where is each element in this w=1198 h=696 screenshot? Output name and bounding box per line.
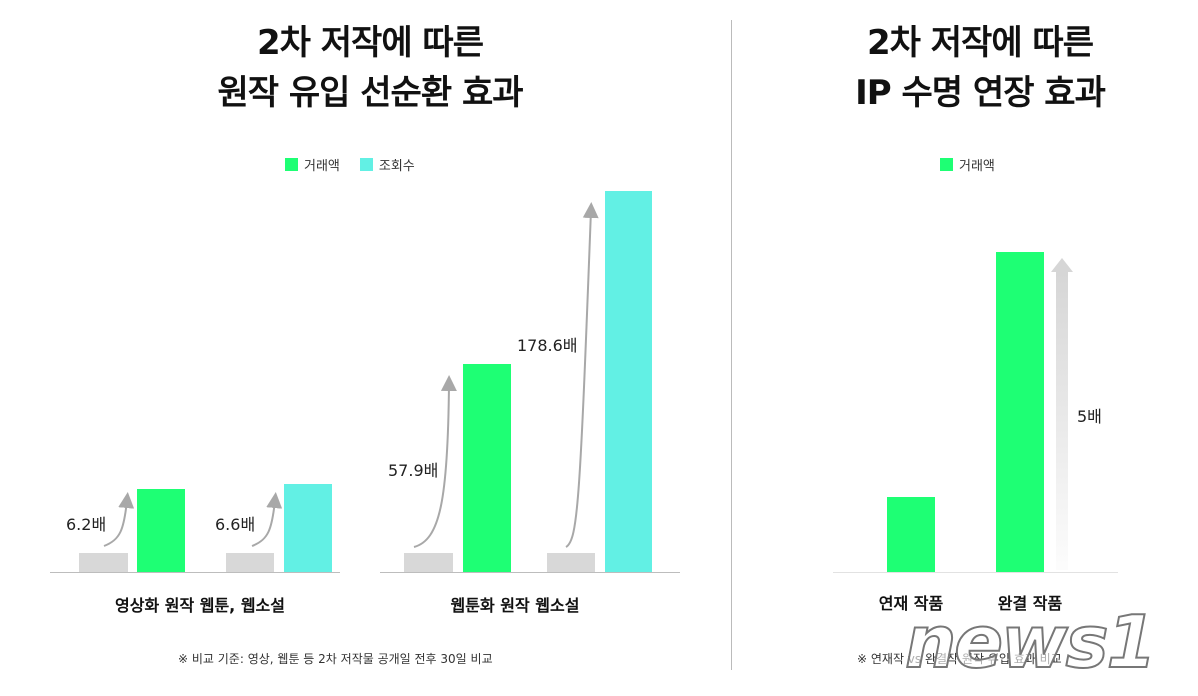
bar-g2-transaction <box>463 364 511 573</box>
left-footnote: ※ 비교 기준: 영상, 웹툰 등 2차 저작물 공개일 전후 30일 비교 <box>178 652 493 666</box>
category-label-g2: 웹툰화 원작 웹소설 <box>450 596 580 615</box>
legend-swatch-transaction <box>285 158 298 171</box>
right-legend: 거래액 <box>940 155 995 174</box>
left-chart-title: 2차 저작에 따른 원작 유입 선순환 효과 <box>150 18 590 118</box>
legend-label-transaction: 거래액 <box>304 159 340 174</box>
arrow-g1-transaction-icon <box>103 492 135 547</box>
multiplier-g1-transaction: 6.2배 <box>66 515 107 534</box>
category-label-completed: 완결 작품 <box>997 594 1063 613</box>
multiplier-completed: 5배 <box>1077 407 1102 426</box>
baseline-bar-g2-transaction <box>404 553 453 572</box>
right-title-line2: IP 수명 연장 효과 <box>855 73 1106 113</box>
left-group1-axis <box>50 572 340 573</box>
bar-g1-transaction <box>137 489 185 572</box>
legend-swatch-views <box>359 158 373 171</box>
news1-watermark: news1 <box>904 599 1158 685</box>
increase-arrow-icon <box>1051 258 1073 570</box>
arrow-g2-views-icon <box>565 202 599 548</box>
legend-item-views: 조회수 <box>359 155 415 174</box>
legend-swatch-transaction-right <box>940 158 953 171</box>
baseline-bar-g1-transaction <box>79 553 128 572</box>
baseline-bar-g1-views <box>226 553 274 572</box>
multiplier-g2-views: 178.6배 <box>517 336 578 355</box>
legend-item-transaction-right: 거래액 <box>940 155 995 174</box>
bar-g2-views <box>605 191 652 572</box>
category-label-serialized: 연재 작품 <box>878 594 944 613</box>
left-title-line2: 원작 유입 선순환 효과 <box>217 73 523 113</box>
left-group2-axis <box>380 572 680 573</box>
multiplier-g2-transaction: 57.9배 <box>388 461 439 480</box>
panel-divider <box>731 20 732 670</box>
multiplier-g1-views: 6.6배 <box>215 515 256 534</box>
arrow-g2-transaction-icon <box>413 375 457 548</box>
legend-label-transaction-right: 거래액 <box>959 159 995 174</box>
arrow-g1-views-icon <box>251 492 283 547</box>
bar-g1-views <box>284 484 332 572</box>
bar-serialized <box>887 497 935 572</box>
baseline-bar-g2-views <box>547 553 595 572</box>
legend-label-views: 조회수 <box>378 159 415 174</box>
category-label-g1: 영상화 원작 웹툰, 웹소설 <box>115 596 285 615</box>
right-chart-title: 2차 저작에 따른 IP 수명 연장 효과 <box>790 18 1170 118</box>
left-title-line1: 2차 저작에 따른 <box>256 23 484 63</box>
bar-completed <box>996 252 1044 572</box>
right-axis <box>833 572 1118 573</box>
right-title-line1: 2차 저작에 따른 <box>866 23 1094 63</box>
right-footnote: ※ 연재작 vs 완결작 원작 유입 효과 비교 <box>857 652 1062 666</box>
left-legend: 거래액 조회수 <box>285 155 415 174</box>
legend-item-transaction: 거래액 <box>285 155 340 174</box>
